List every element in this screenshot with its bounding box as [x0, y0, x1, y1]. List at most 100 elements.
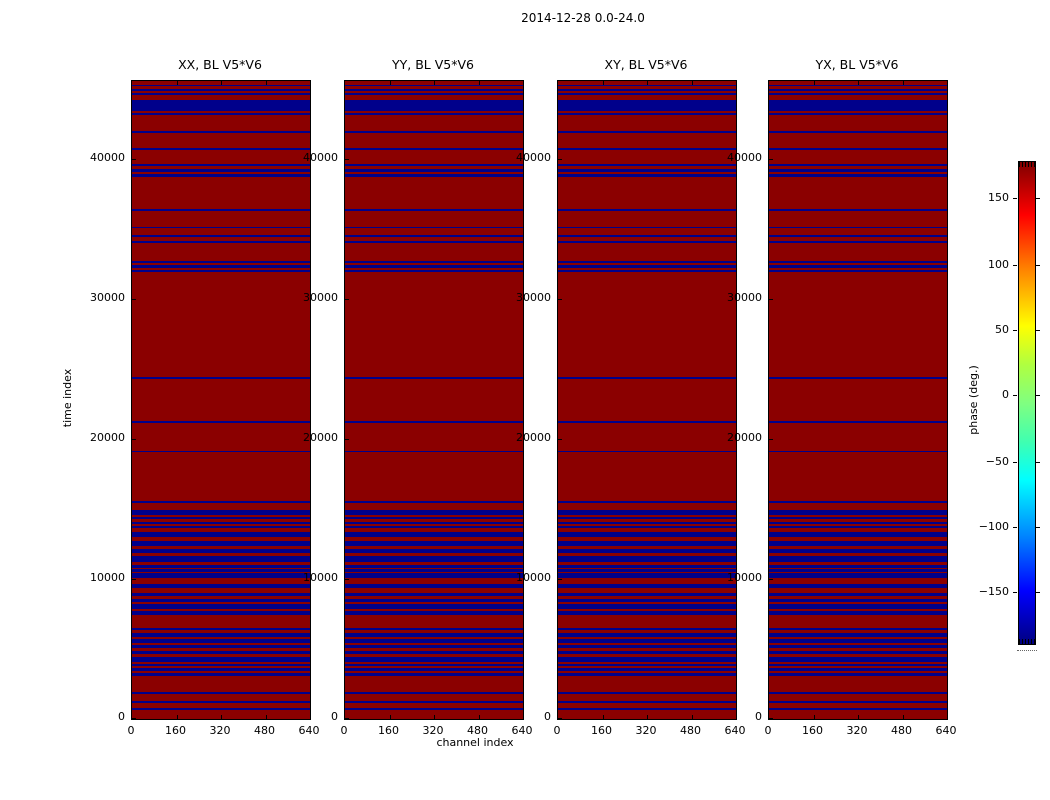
colorbar-tick-label: 0 — [1002, 388, 1009, 401]
x-tick-label: 0 — [340, 724, 348, 737]
low-phase-stripe — [132, 241, 310, 244]
low-phase-stripe — [132, 708, 310, 711]
y-tick-label: 20000 — [516, 430, 551, 444]
colorbar-tick-label: −100 — [978, 519, 1009, 533]
y-tick-label: 20000 — [303, 430, 338, 444]
y-tick-label: 40000 — [516, 151, 551, 165]
colorbar-tick-mark — [1013, 198, 1017, 200]
y-tick-mark — [558, 717, 562, 719]
low-phase-stripe — [769, 147, 947, 150]
low-phase-stripe — [132, 88, 310, 91]
figure-title: 2014-12-28 0.0-24.0 — [521, 11, 645, 25]
low-phase-stripe — [558, 269, 736, 272]
low-phase-stripe — [345, 421, 523, 424]
low-phase-stripe — [769, 584, 947, 589]
y-tick-label: 30000 — [516, 291, 551, 305]
y-axis-label: time index — [61, 368, 74, 428]
low-phase-stripe — [558, 131, 736, 134]
x-tick-mark — [434, 715, 435, 719]
low-phase-stripe — [345, 84, 523, 87]
panel-title: YX, BL V5*V6 — [815, 57, 899, 72]
low-phase-stripe — [132, 565, 310, 568]
x-tick-mark — [176, 81, 178, 85]
low-phase-stripe — [132, 604, 310, 609]
y-tick-mark — [769, 717, 773, 719]
low-phase-stripe — [769, 421, 947, 424]
low-phase-stripe — [558, 164, 736, 167]
low-phase-stripe — [345, 173, 523, 177]
x-tick-label: 480 — [254, 724, 275, 737]
y-tick-label: 30000 — [727, 291, 762, 305]
x-tick-mark — [478, 81, 480, 85]
low-phase-stripe — [345, 691, 523, 695]
low-phase-stripe — [345, 164, 523, 167]
x-tick-mark — [389, 81, 391, 85]
x-tick-mark — [647, 715, 648, 719]
low-phase-stripe — [558, 450, 736, 453]
low-phase-stripe — [558, 604, 736, 609]
x-tick-mark — [434, 81, 435, 85]
low-phase-stripe — [558, 265, 736, 268]
low-phase-stripe — [345, 131, 523, 134]
colorbar-tick-label: −50 — [985, 455, 1009, 468]
low-phase-stripe — [558, 700, 736, 703]
low-phase-stripe — [558, 377, 736, 380]
y-tick-label: 10000 — [303, 570, 338, 584]
low-phase-stripe — [132, 673, 310, 677]
low-phase-stripe — [558, 592, 736, 597]
low-phase-stripe — [769, 164, 947, 167]
panel-title: XY, BL V5*V6 — [604, 57, 688, 72]
low-phase-stripe — [132, 657, 310, 662]
low-phase-stripe — [769, 131, 947, 134]
low-phase-stripe — [345, 708, 523, 711]
low-phase-stripe — [132, 265, 310, 268]
heatmap-panel — [131, 80, 311, 720]
low-phase-stripe — [558, 84, 736, 87]
low-phase-stripe — [769, 522, 947, 525]
low-phase-stripe — [345, 241, 523, 244]
low-phase-stripe — [345, 673, 523, 677]
low-phase-stripe — [769, 261, 947, 264]
low-phase-stripe — [132, 664, 310, 667]
colorbar — [1018, 161, 1036, 645]
low-phase-stripe — [345, 501, 523, 504]
low-phase-stripe — [558, 650, 736, 654]
y-tick-label: 0 — [331, 709, 338, 723]
y-tick-mark — [558, 159, 562, 161]
low-phase-stripe — [132, 592, 310, 597]
low-phase-stripe — [769, 241, 947, 244]
low-phase-stripe — [769, 541, 947, 547]
x-tick-label: 160 — [591, 724, 612, 737]
low-phase-stripe — [558, 611, 736, 616]
low-phase-stripe — [132, 650, 310, 654]
low-phase-stripe — [132, 421, 310, 424]
low-phase-stripe — [132, 691, 310, 695]
low-phase-stripe — [132, 501, 310, 504]
low-phase-stripe — [558, 633, 736, 637]
y-tick-mark — [558, 578, 562, 580]
x-tick-label: 640 — [298, 724, 320, 737]
low-phase-stripe — [769, 691, 947, 695]
x-tick-mark — [176, 715, 178, 719]
low-phase-stripe — [345, 592, 523, 597]
y-tick-mark — [132, 438, 136, 440]
low-phase-stripe — [558, 657, 736, 662]
colorbar-tick-mark — [1036, 329, 1040, 331]
y-tick-label: 30000 — [303, 291, 338, 305]
colorbar-tick-mark — [1036, 462, 1040, 463]
colorbar-tick-mark — [1013, 592, 1017, 593]
x-axis-label: channel index — [436, 736, 514, 749]
low-phase-stripe — [345, 450, 523, 453]
low-phase-stripe — [769, 501, 947, 504]
low-phase-stripe — [132, 526, 310, 529]
low-phase-stripe — [132, 633, 310, 637]
low-phase-stripe — [769, 92, 947, 95]
low-phase-stripe — [558, 541, 736, 547]
low-phase-stripe — [132, 541, 310, 547]
y-tick-mark — [345, 578, 349, 580]
x-tick-label: 160 — [165, 724, 186, 737]
y-tick-label: 0 — [544, 709, 551, 723]
x-tick-label: 480 — [467, 724, 488, 737]
low-phase-stripe — [769, 548, 947, 553]
low-phase-stripe — [345, 169, 523, 173]
